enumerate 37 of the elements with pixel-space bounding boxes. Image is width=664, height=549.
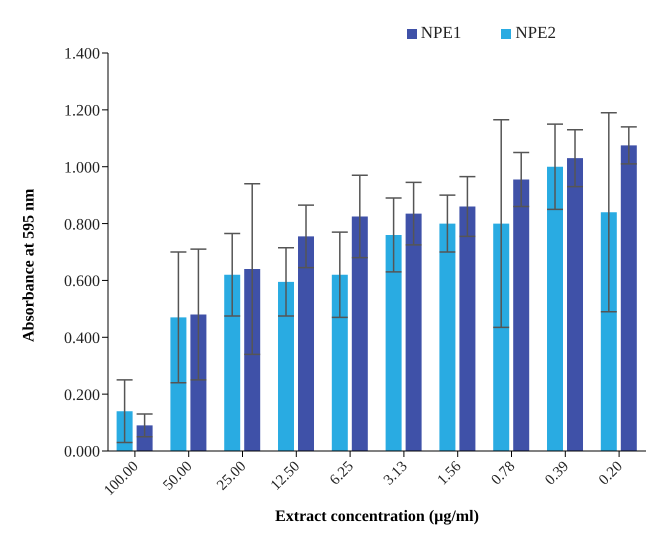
y-tick-label: 0.200 bbox=[64, 386, 100, 404]
bar bbox=[136, 425, 153, 451]
y-tick-label: 0.400 bbox=[64, 330, 100, 347]
x-tick-label: 0.20 bbox=[596, 458, 626, 488]
bar bbox=[459, 206, 476, 451]
bar bbox=[513, 180, 530, 451]
bar bbox=[170, 317, 186, 451]
x-axis-title: Extract concentration (µg/ml) bbox=[275, 508, 479, 525]
bar bbox=[244, 269, 260, 451]
x-tick-label: 1.56 bbox=[434, 458, 465, 488]
bar bbox=[600, 212, 617, 451]
bar bbox=[386, 234, 402, 451]
y-tick-label: 1.000 bbox=[64, 159, 100, 176]
bar bbox=[352, 216, 368, 451]
legend-label: NPE1 bbox=[420, 23, 462, 42]
y-tick-label: 0.800 bbox=[64, 216, 100, 234]
x-tick-label: 3.13 bbox=[380, 458, 411, 488]
bar bbox=[224, 274, 240, 451]
bar bbox=[547, 166, 564, 451]
x-tick-label: 6.25 bbox=[327, 458, 357, 488]
y-tick-label: 0.000 bbox=[64, 444, 100, 461]
bar bbox=[298, 236, 314, 451]
bar bbox=[493, 224, 510, 451]
y-tick-label: 0.600 bbox=[64, 273, 100, 290]
bar bbox=[332, 274, 348, 451]
x-tick-label: 0.78 bbox=[488, 458, 518, 488]
y-tick-label: 1.400 bbox=[64, 46, 100, 63]
bar bbox=[439, 224, 456, 451]
bar bbox=[620, 145, 637, 451]
bar bbox=[278, 282, 294, 451]
legend-label: NPE2 bbox=[515, 23, 556, 42]
x-tick-label: 0.39 bbox=[542, 458, 572, 488]
bar bbox=[567, 158, 584, 451]
y-axis-title: Absorbance at 595 nm bbox=[20, 188, 38, 342]
bar bbox=[190, 314, 206, 451]
y-tick-label: 1.200 bbox=[64, 102, 100, 120]
bar bbox=[406, 214, 422, 451]
